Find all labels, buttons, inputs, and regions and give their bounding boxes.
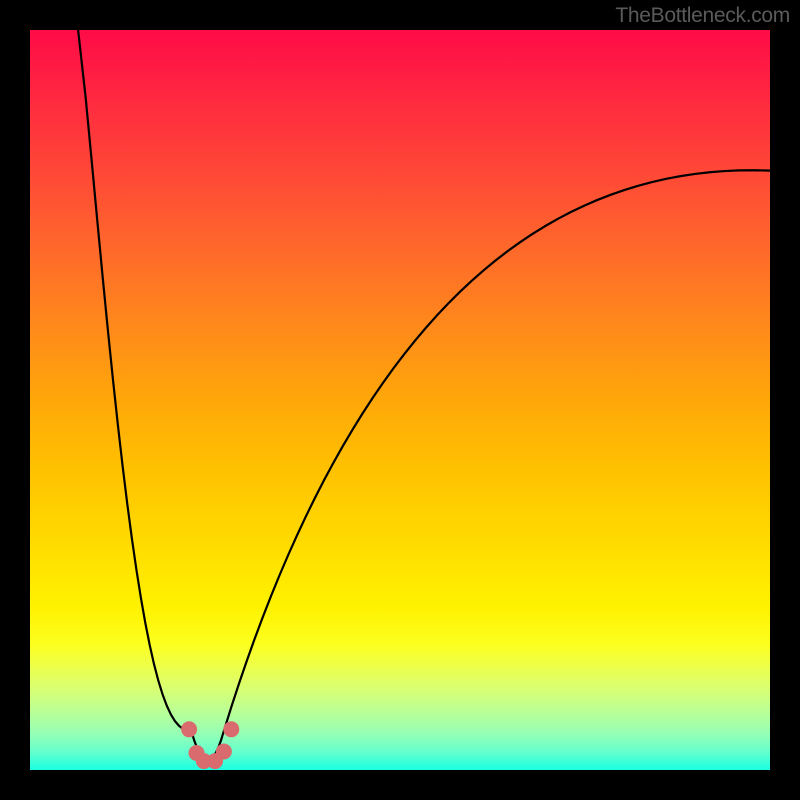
chart-background xyxy=(30,30,770,770)
plot-area xyxy=(30,30,770,770)
watermark-text: TheBottleneck.com xyxy=(615,4,790,28)
dip-marker xyxy=(216,744,232,760)
chart-container: TheBottleneck.com xyxy=(0,0,800,800)
dip-marker xyxy=(223,721,239,737)
dip-marker xyxy=(181,721,197,737)
bottleneck-chart xyxy=(30,30,770,770)
